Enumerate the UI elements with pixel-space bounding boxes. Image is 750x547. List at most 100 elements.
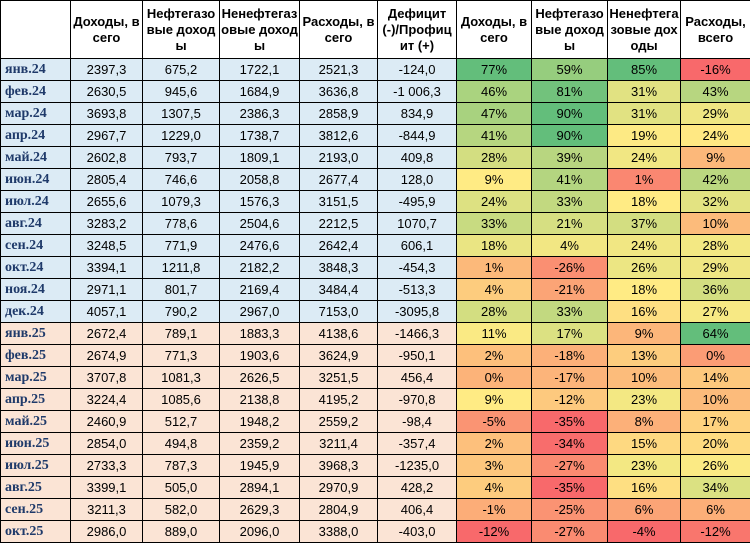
oil-gas-revenue-cell: 889,0 [142,520,220,543]
non-oil-gas-revenue-cell: 1903,6 [219,344,300,367]
expenses-total-cell: 3624,9 [299,344,378,367]
revenue-total-change-cell: 28% [456,146,532,169]
revenue-total-cell: 3211,3 [70,498,143,521]
oil-gas-revenue-cell: 582,0 [142,498,220,521]
revenue-total-cell: 2805,4 [70,168,143,191]
revenue-total-cell: 2854,0 [70,432,143,455]
oil-gas-revenue-change-cell: -26% [531,256,608,279]
month-cell: фев.24 [0,80,71,103]
deficit-surplus-cell: -495,9 [377,190,457,213]
non-oil-gas-revenue-cell: 2138,8 [219,388,300,411]
revenue-total-cell: 2986,0 [70,520,143,543]
non-oil-gas-revenue-cell: 1948,2 [219,410,300,433]
month-cell: июн.24 [0,168,71,191]
expenses-total-cell: 3251,5 [299,366,378,389]
expenses-total-change-cell: -16% [680,58,750,81]
revenue-total-change-cell: 3% [456,454,532,477]
non-oil-gas-revenue-change-cell: 9% [607,322,681,345]
expenses-total-change-cell: 20% [680,432,750,455]
table-row: окт.24 3394,1 1211,8 2182,2 3848,3 -454,3 1% -2… [0,256,750,279]
non-oil-gas-revenue-change-cell: 37% [607,212,681,235]
non-oil-gas-revenue-change-cell: 10% [607,366,681,389]
oil-gas-revenue-cell: 793,7 [142,146,220,169]
oil-gas-revenue-cell: 746,6 [142,168,220,191]
revenue-total-cell: 2397,3 [70,58,143,81]
revenue-total-change-cell: 4% [456,476,532,499]
non-oil-gas-revenue-change-cell: 23% [607,388,681,411]
header-expenses-total: Расходы, всего [299,0,378,59]
month-cell: июл.25 [0,454,71,477]
table-row: фев.24 2630,5 945,6 1684,9 3636,8 -1 006,3 46%… [0,80,750,103]
header-deficit-surplus: Дефицит (-)/Профицит (+) [377,0,457,59]
oil-gas-revenue-change-cell: -27% [531,520,608,543]
table-row: авг.25 3399,1 505,0 2894,1 2970,9 428,2 4% -35%… [0,476,750,499]
expenses-total-cell: 3968,3 [299,454,378,477]
revenue-total-cell: 3399,1 [70,476,143,499]
revenue-total-cell: 2655,6 [70,190,143,213]
non-oil-gas-revenue-cell: 2182,2 [219,256,300,279]
non-oil-gas-revenue-cell: 1883,3 [219,322,300,345]
revenue-total-cell: 3248,5 [70,234,143,257]
expenses-total-change-cell: 9% [680,146,750,169]
month-cell: янв.25 [0,322,71,345]
non-oil-gas-revenue-cell: 2626,5 [219,366,300,389]
oil-gas-revenue-cell: 801,7 [142,278,220,301]
oil-gas-revenue-change-cell: -21% [531,278,608,301]
deficit-surplus-cell: -124,0 [377,58,457,81]
oil-gas-revenue-cell: 771,9 [142,234,220,257]
non-oil-gas-revenue-change-cell: 6% [607,498,681,521]
revenue-total-cell: 2630,5 [70,80,143,103]
revenue-total-change-cell: 2% [456,344,532,367]
expenses-total-cell: 3388,0 [299,520,378,543]
non-oil-gas-revenue-cell: 2967,0 [219,300,300,323]
month-cell: мар.25 [0,366,71,389]
deficit-surplus-cell: -403,0 [377,520,457,543]
expenses-total-change-cell: 64% [680,322,750,345]
non-oil-gas-revenue-cell: 2894,1 [219,476,300,499]
oil-gas-revenue-cell: 789,1 [142,322,220,345]
revenue-total-change-cell: 4% [456,278,532,301]
revenue-total-change-cell: -12% [456,520,532,543]
table-row: сен.24 3248,5 771,9 2476,6 2642,4 606,1 18% 4% 2… [0,234,750,257]
revenue-total-change-cell: 1% [456,256,532,279]
non-oil-gas-revenue-cell: 1684,9 [219,80,300,103]
table-row: янв.24 2397,3 675,2 1722,1 2521,3 -124,0 77% 59… [0,58,750,81]
non-oil-gas-revenue-change-cell: 31% [607,80,681,103]
deficit-surplus-cell: 834,9 [377,102,457,125]
expenses-total-cell: 7153,0 [299,300,378,323]
oil-gas-revenue-cell: 1085,6 [142,388,220,411]
expenses-total-cell: 2970,9 [299,476,378,499]
oil-gas-revenue-change-cell: -12% [531,388,608,411]
expenses-total-cell: 3848,3 [299,256,378,279]
non-oil-gas-revenue-cell: 2096,0 [219,520,300,543]
oil-gas-revenue-cell: 675,2 [142,58,220,81]
expenses-total-change-cell: 14% [680,366,750,389]
non-oil-gas-revenue-cell: 1576,3 [219,190,300,213]
revenue-total-cell: 2460,9 [70,410,143,433]
expenses-total-cell: 4195,2 [299,388,378,411]
deficit-surplus-cell: -1235,0 [377,454,457,477]
table-row: июн.24 2805,4 746,6 2058,8 2677,4 128,0 9% 41% 1… [0,168,750,191]
month-cell: фев.25 [0,344,71,367]
revenue-total-cell: 2967,7 [70,124,143,147]
oil-gas-revenue-cell: 1229,0 [142,124,220,147]
non-oil-gas-revenue-cell: 2058,8 [219,168,300,191]
oil-gas-revenue-cell: 512,7 [142,410,220,433]
non-oil-gas-revenue-change-cell: 18% [607,190,681,213]
expenses-total-cell: 2212,5 [299,212,378,235]
non-oil-gas-revenue-change-cell: 8% [607,410,681,433]
expenses-total-change-cell: 29% [680,256,750,279]
expenses-total-cell: 4138,6 [299,322,378,345]
non-oil-gas-revenue-change-cell: 19% [607,124,681,147]
deficit-surplus-cell: -950,1 [377,344,457,367]
header-oil-gas-revenue: Нефтегазовые доходы [142,0,220,59]
revenue-total-change-cell: 28% [456,300,532,323]
deficit-surplus-cell: 128,0 [377,168,457,191]
expenses-total-change-cell: 0% [680,344,750,367]
non-oil-gas-revenue-change-cell: 85% [607,58,681,81]
oil-gas-revenue-change-cell: 90% [531,102,608,125]
header-revenue-total-change: Доходы, всего [456,0,532,59]
header-non-oil-gas-revenue-change: Ненефтегазовые доходы [607,0,681,59]
revenue-total-cell: 3394,1 [70,256,143,279]
revenue-total-change-cell: 47% [456,102,532,125]
